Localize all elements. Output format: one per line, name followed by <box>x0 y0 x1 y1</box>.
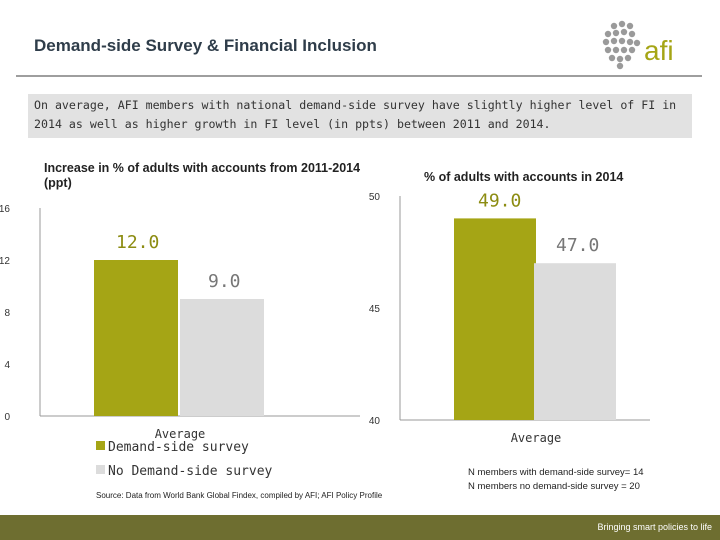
y-tick-label: 50 <box>369 192 381 203</box>
n-demand-note: N members with demand-side survey= 14 <box>468 467 644 478</box>
right-chart: 40 45 50 49.0 47.0 Average <box>369 190 650 445</box>
header-divider <box>16 75 702 77</box>
y-tick-label: 40 <box>369 416 381 427</box>
legend-label-demand: Demand-side survey <box>108 440 249 455</box>
y-tick-label: 8 <box>4 308 10 319</box>
y-tick-label: 16 <box>0 204 10 215</box>
afi-logo: afi <box>602 20 674 70</box>
right-chart-title: % of adults with accounts in 2014 <box>424 170 624 184</box>
y-tick-label: 45 <box>369 304 381 315</box>
y-tick-label: 0 <box>4 412 10 423</box>
data-label-demand-side: 12.0 <box>116 232 159 253</box>
data-label-no-demand-side: 9.0 <box>208 271 241 292</box>
y-tick-label: 12 <box>0 256 10 267</box>
footer-bar: Bringing smart policies to life <box>0 515 720 540</box>
bar-no-demand-side <box>534 263 616 420</box>
left-chart: 0 4 8 12 16 12.0 9.0 Average <box>0 204 360 441</box>
data-label-demand-side: 49.0 <box>478 190 521 211</box>
n-no-demand-note: N members no demand-side survey = 20 <box>468 481 640 492</box>
page-title: Demand-side Survey & Financial Inclusion <box>34 36 377 55</box>
legend-item-demand: Demand-side survey <box>96 440 249 455</box>
x-category-label: Average <box>511 431 562 445</box>
left-chart-title: Increase in % of adults with accounts fr… <box>44 161 361 190</box>
bar-demand-side <box>454 218 536 420</box>
y-tick-label: 4 <box>4 360 10 371</box>
source-note: Source: Data from World Bank Global Find… <box>96 491 383 500</box>
data-label-no-demand-side: 47.0 <box>556 235 599 256</box>
legend-label-no-demand: No Demand-side survey <box>108 464 273 479</box>
summary-box: On average, AFI members with national de… <box>28 94 692 138</box>
logo-dots-icon <box>602 20 641 70</box>
legend-item-no-demand: No Demand-side survey <box>96 464 272 479</box>
x-category-label: Average <box>155 427 206 441</box>
bar-demand-side <box>94 260 178 416</box>
logo-text: afi <box>644 35 674 66</box>
bar-no-demand-side <box>180 299 264 416</box>
footer-tagline: Bringing smart policies to life <box>597 522 712 532</box>
legend-swatch-no-demand <box>96 465 105 474</box>
legend-swatch-demand <box>96 441 105 450</box>
